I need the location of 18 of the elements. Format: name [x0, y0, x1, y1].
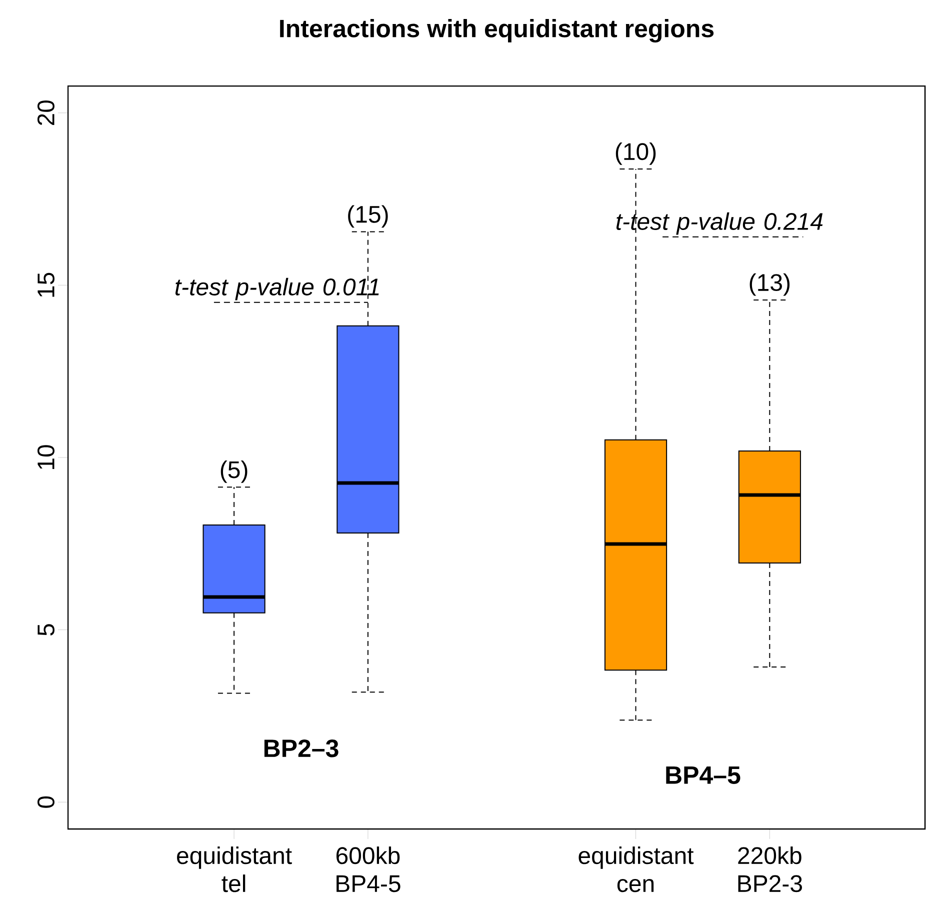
annotation: BP2–3: [264, 739, 338, 758]
y-tick-label: 0: [37, 796, 54, 808]
annotation: (13): [750, 273, 790, 296]
x-tick-label: equidistant tel: [177, 846, 292, 892]
y-tick-label: 10: [37, 445, 54, 469]
x-tick-label: 220kb BP2-3: [738, 846, 802, 892]
chart-title: Interactions with equidistant regions: [280, 19, 714, 42]
y-tick-label: 5: [38, 624, 54, 636]
annotation: (10): [616, 142, 656, 165]
annotation: BP4–5: [666, 766, 740, 784]
x-tick-label: equidistant cen: [578, 846, 694, 892]
annotation: (5): [220, 460, 248, 483]
annotation: t-test p-value 0.214: [616, 212, 823, 235]
annotation: (15): [348, 205, 388, 228]
annotation: t-test p-value 0.011: [175, 278, 379, 300]
y-tick-label: 15: [38, 272, 54, 297]
y-tick-label: 20: [37, 100, 54, 126]
x-tick-label: 600kb BP4-5: [336, 846, 400, 892]
